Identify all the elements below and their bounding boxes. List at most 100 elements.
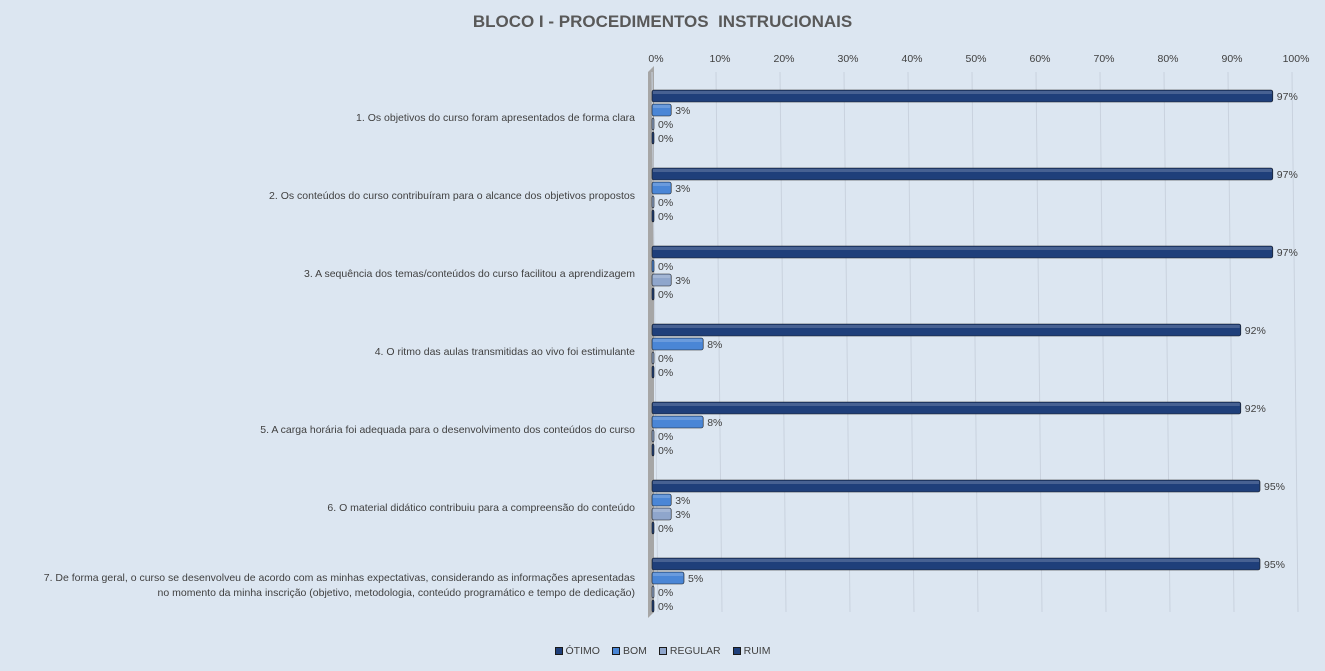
bar bbox=[651, 337, 704, 351]
legend-swatch bbox=[611, 647, 620, 655]
category-label: 7. De forma geral, o curso se desenvolve… bbox=[43, 572, 635, 599]
bar-highlight bbox=[653, 559, 1259, 562]
data-label: 0% bbox=[658, 353, 673, 365]
legend-label: REGULAR bbox=[669, 645, 721, 657]
gridline bbox=[1099, 71, 1107, 613]
category-label: 2. Os conteúdos do curso contribuíram pa… bbox=[269, 189, 635, 202]
bar-highlight bbox=[653, 275, 671, 278]
bar bbox=[651, 557, 1261, 571]
x-tick-label: 30% bbox=[837, 53, 858, 65]
gridline bbox=[1163, 71, 1171, 613]
legend-swatch bbox=[554, 647, 563, 655]
data-label: 8% bbox=[707, 339, 722, 351]
legend-label: BOM bbox=[622, 645, 647, 657]
data-label: 0% bbox=[658, 289, 673, 301]
bar bbox=[651, 273, 672, 287]
gridline bbox=[971, 71, 979, 613]
gridline bbox=[715, 71, 723, 613]
x-tick-label: 60% bbox=[1029, 53, 1050, 65]
data-label: 3% bbox=[675, 183, 690, 195]
data-label: 0% bbox=[658, 367, 673, 379]
bar-highlight bbox=[653, 339, 703, 342]
bar bbox=[651, 585, 655, 599]
data-label: 3% bbox=[675, 495, 690, 507]
data-label: 97% bbox=[1277, 247, 1298, 259]
bar-highlight bbox=[653, 495, 671, 498]
data-label: 0% bbox=[658, 211, 673, 223]
data-label: 92% bbox=[1245, 403, 1266, 415]
x-tick-label: 70% bbox=[1093, 53, 1114, 65]
legend-label: ÓTIMO bbox=[565, 645, 600, 657]
data-label: 3% bbox=[675, 509, 690, 521]
bar bbox=[651, 89, 1274, 103]
gridline bbox=[779, 71, 787, 613]
bar bbox=[651, 599, 655, 613]
data-label: 3% bbox=[675, 275, 690, 287]
bar bbox=[651, 479, 1261, 493]
bar-highlight bbox=[653, 481, 1259, 484]
bar bbox=[651, 507, 672, 521]
gridline bbox=[1227, 71, 1235, 613]
bar bbox=[651, 167, 1274, 181]
data-label: 97% bbox=[1277, 91, 1298, 103]
data-label: 0% bbox=[658, 119, 673, 131]
x-tick-label: 50% bbox=[965, 53, 986, 65]
bar-highlight bbox=[653, 573, 683, 576]
bar bbox=[651, 351, 655, 365]
x-tick-label: 10% bbox=[709, 53, 730, 65]
bar-highlight bbox=[653, 169, 1272, 172]
data-label: 0% bbox=[658, 133, 673, 145]
bar-highlight bbox=[653, 183, 671, 186]
bar bbox=[651, 131, 655, 145]
data-label: 0% bbox=[658, 197, 673, 209]
bar bbox=[651, 323, 1242, 337]
bar bbox=[651, 571, 685, 585]
data-label: 0% bbox=[658, 587, 673, 599]
category-label: 1. Os objetivos do curso foram apresenta… bbox=[356, 111, 635, 124]
data-label: 0% bbox=[658, 445, 673, 457]
bar bbox=[651, 443, 655, 457]
bar bbox=[651, 365, 655, 379]
x-tick-label: 100% bbox=[1283, 53, 1310, 65]
bar-highlight bbox=[653, 509, 671, 512]
legend-item: BOM bbox=[611, 645, 647, 657]
legend-swatch bbox=[732, 647, 741, 655]
gridline bbox=[1291, 71, 1299, 613]
category-label: 5. A carga horária foi adequada para o d… bbox=[260, 423, 635, 436]
bar bbox=[651, 195, 655, 209]
category-label: 6. O material didático contribuiu para a… bbox=[327, 501, 635, 514]
bar-highlight bbox=[653, 403, 1240, 406]
data-label: 95% bbox=[1264, 559, 1285, 571]
bar-highlight bbox=[653, 247, 1272, 250]
bar bbox=[651, 181, 672, 195]
gridline bbox=[1035, 71, 1043, 613]
bar bbox=[651, 245, 1274, 259]
bar bbox=[651, 209, 655, 223]
bar bbox=[651, 429, 655, 443]
bar bbox=[651, 493, 672, 507]
data-label: 95% bbox=[1264, 481, 1285, 493]
bar bbox=[651, 259, 655, 273]
x-tick-label: 0% bbox=[648, 53, 663, 65]
data-label: 92% bbox=[1245, 325, 1266, 337]
data-label: 0% bbox=[658, 523, 673, 535]
chart-title: BLOCO I - PROCEDIMENTOS INSTRUCIONAIS bbox=[472, 12, 853, 31]
bar-highlight bbox=[653, 91, 1272, 94]
gridline bbox=[843, 71, 851, 613]
legend-item: ÓTIMO bbox=[554, 645, 600, 657]
bar-highlight bbox=[653, 105, 671, 108]
chart-legend: ÓTIMO BOM REGULAR RUIM bbox=[0, 645, 1325, 657]
data-label: 0% bbox=[658, 431, 673, 443]
category-label: 3. A sequência dos temas/conteúdos do cu… bbox=[304, 267, 635, 280]
bar bbox=[651, 117, 655, 131]
bar bbox=[651, 103, 672, 117]
data-label: 97% bbox=[1277, 169, 1298, 181]
x-tick-label: 20% bbox=[773, 53, 794, 65]
legend-item: RUIM bbox=[732, 645, 771, 657]
data-label: 3% bbox=[675, 105, 690, 117]
category-label: 4. O ritmo das aulas transmitidas ao viv… bbox=[374, 345, 635, 358]
data-label: 5% bbox=[688, 573, 703, 585]
legend-label: RUIM bbox=[743, 645, 771, 657]
data-label: 0% bbox=[658, 601, 673, 613]
